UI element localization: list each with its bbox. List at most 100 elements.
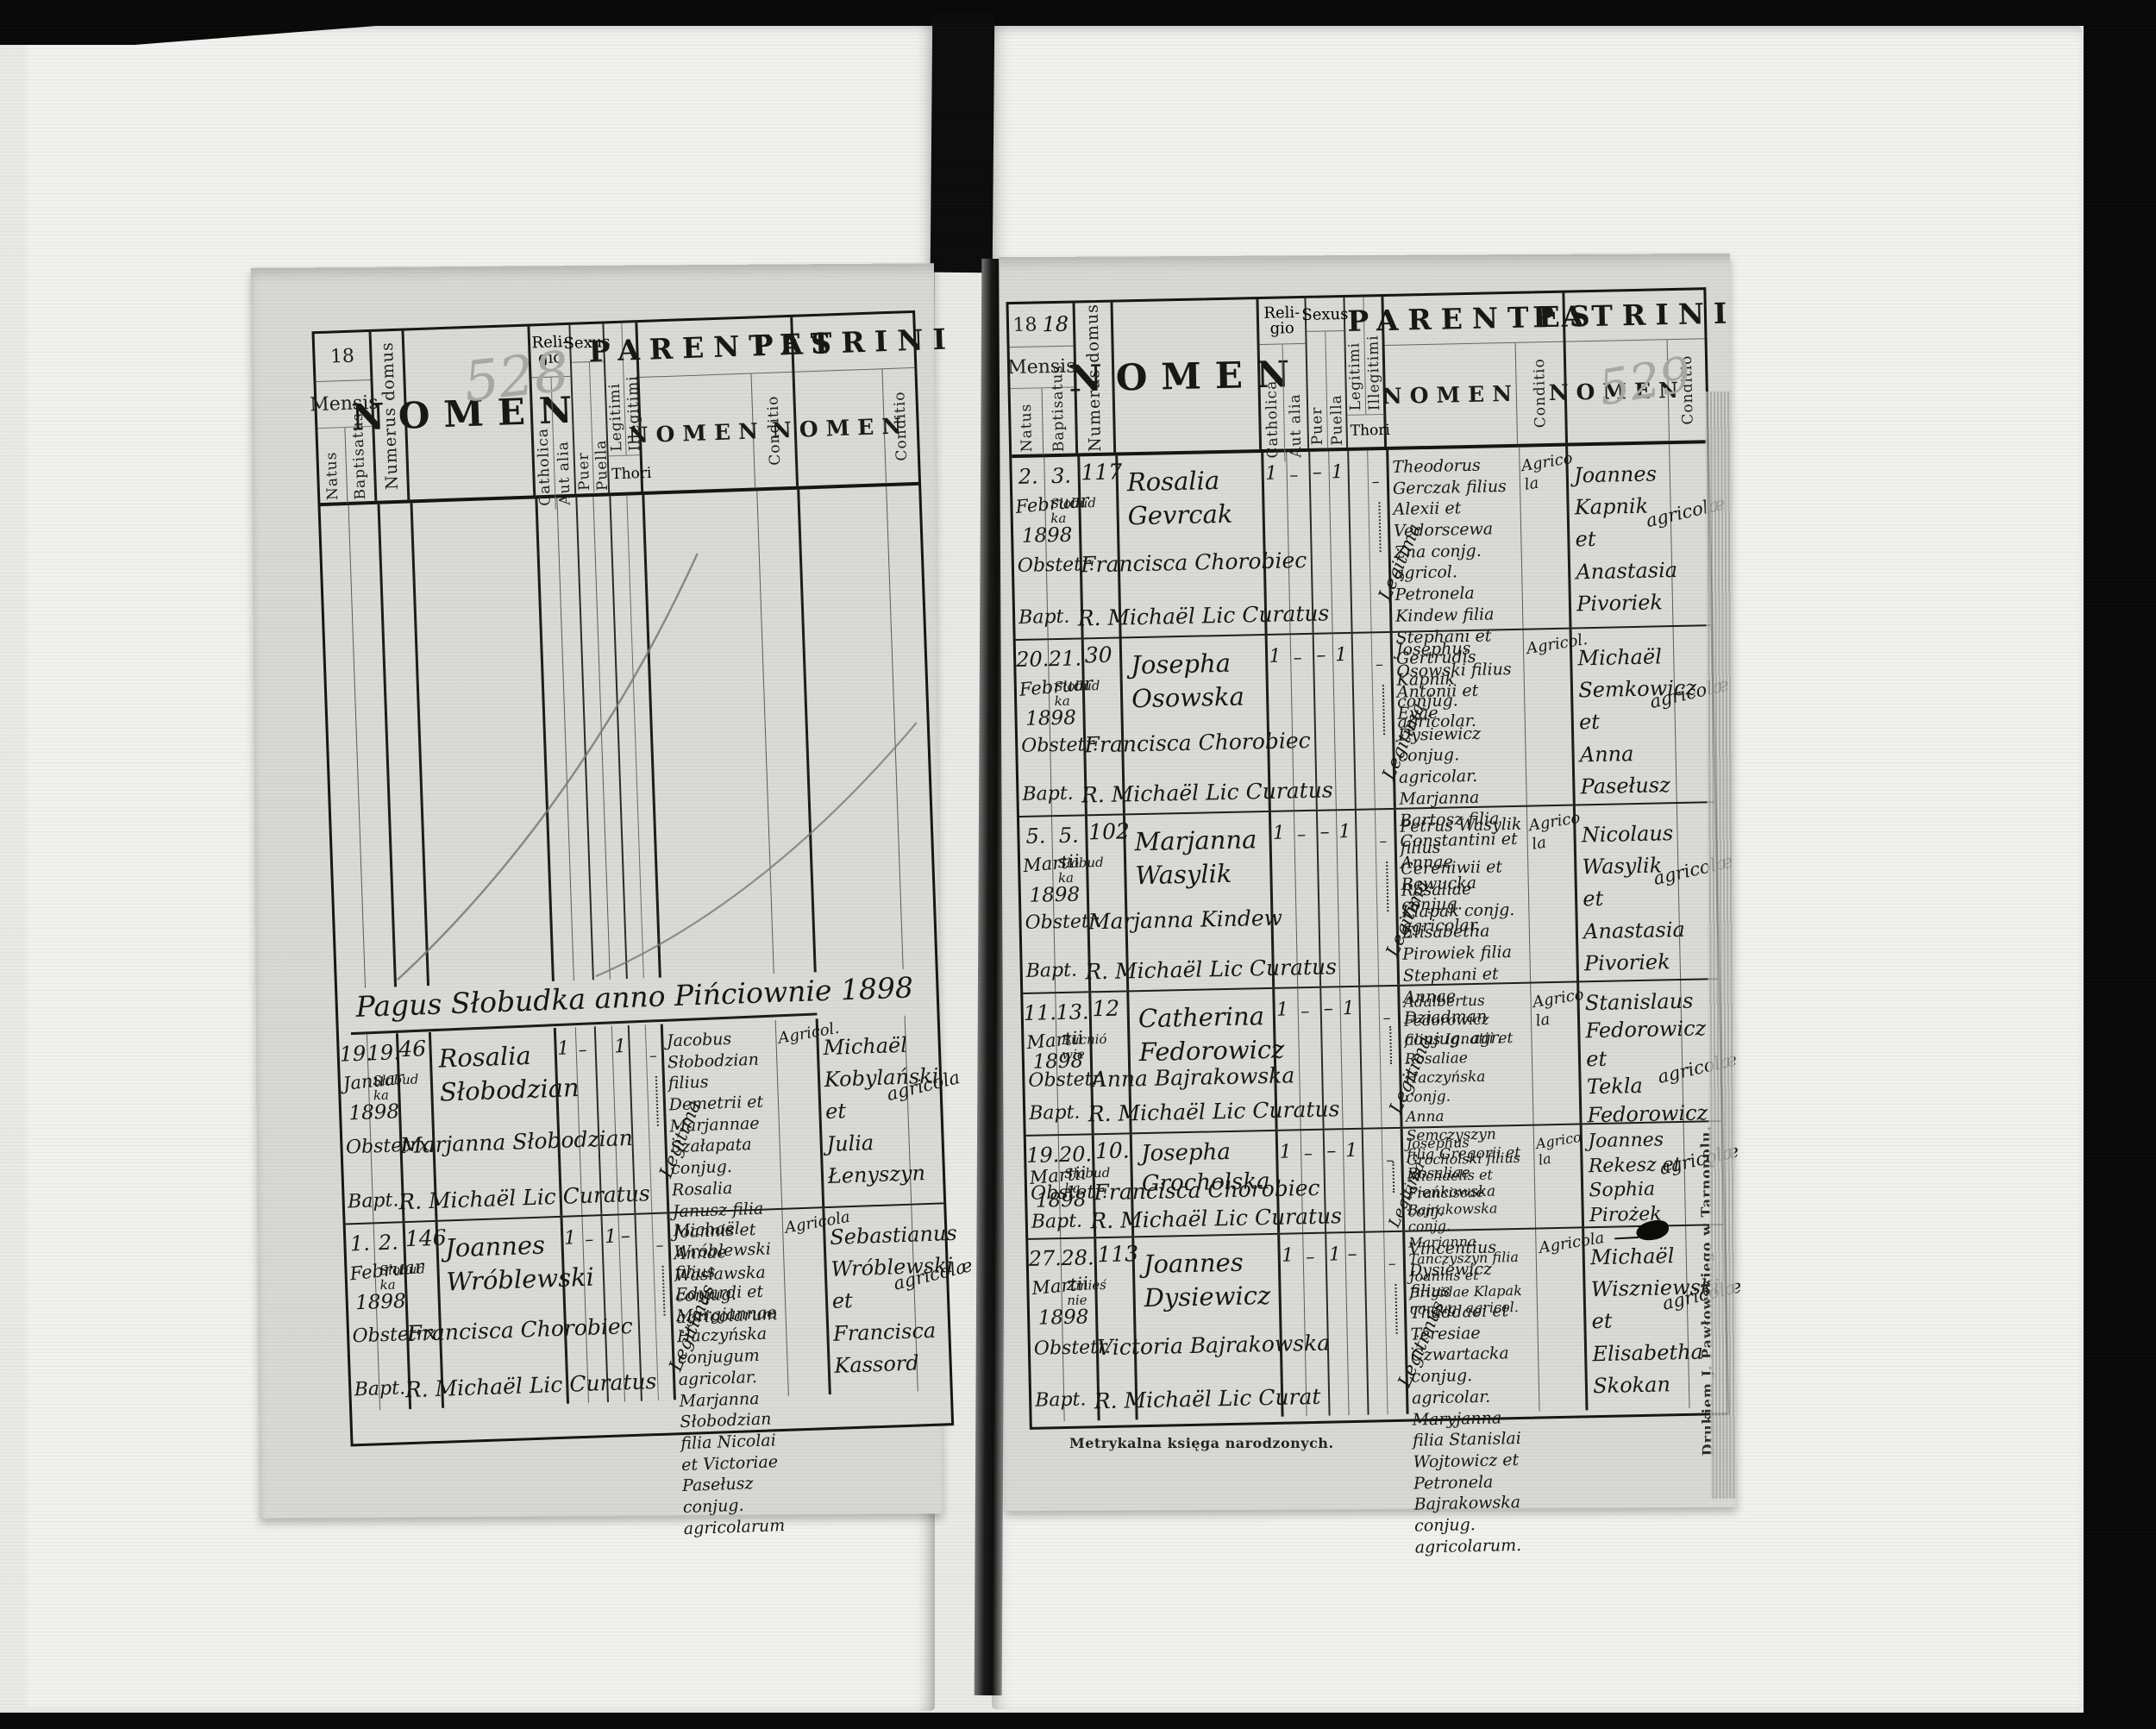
baptisatus-label: Baptisatus	[1049, 364, 1069, 453]
village: Słobud ka	[1057, 854, 1104, 886]
obstetrix-name: Francisca Chorobiec	[406, 1313, 634, 1347]
baptisatus-day: 13.	[1056, 999, 1089, 1025]
mark-catholica: 1	[1281, 1244, 1294, 1267]
baptisatus-day: 28.	[1061, 1245, 1094, 1271]
mark-thori: –	[655, 1236, 664, 1256]
puella-label: Puella	[1327, 393, 1346, 446]
natus-day: 2.	[1018, 464, 1038, 489]
dotted-mark	[1392, 1161, 1395, 1193]
mark-aut-alia: –	[584, 1228, 594, 1250]
mark-thori: –	[1371, 473, 1380, 492]
patrini-label: PATRINI	[751, 322, 956, 363]
baptisatus-day: 5.	[1058, 823, 1079, 849]
patrini-text: Nicolaus Wasylik et Anastasia Pivoriek	[1581, 821, 1686, 976]
thori-label: Thori	[1350, 422, 1391, 441]
mark-catholica: 1	[1264, 462, 1278, 485]
child-name: Marjanna Wasylik	[1134, 824, 1257, 891]
mark-aut-alia: –	[1296, 824, 1307, 845]
parentes-conditio: Agrico la	[1526, 808, 1582, 854]
register-row: 11. 13. Martii 1898 Bucnió wie 12 Cather…	[1023, 978, 1739, 1221]
year: 1898	[1029, 883, 1081, 907]
village: Zmieś nie	[1066, 1277, 1107, 1309]
column-mensis: 18 18 Mensis Natus Baptisatus	[1007, 303, 1078, 457]
patrini-nomen-label: NOMEN	[771, 368, 910, 487]
patrini-text: Michaël Kobylański et Julia Łenyszyn	[823, 1032, 939, 1188]
child-name: Rosalia Słobodzian	[437, 1040, 580, 1107]
register-page-right: 18 18 Mensis Natus Baptisatus Numerus do…	[999, 253, 1744, 1557]
column-sexus: Sexus Puer Puella	[1301, 297, 1349, 449]
parentes-conditio: Agricol.	[777, 1018, 841, 1048]
year-prefix: 18	[1012, 314, 1037, 336]
parentes-text: Vincentius Dysiewicz filius Thaddaei et …	[1408, 1237, 1522, 1557]
obstetrix-name: Francisca Chorobiec	[1080, 548, 1307, 578]
mark-catholica: 1	[1272, 822, 1286, 844]
illegitimi-label: Illegitimi	[1364, 334, 1384, 411]
dotted-mark	[1382, 685, 1386, 736]
mark-catholica: 1	[563, 1227, 577, 1250]
film-edge-bottom	[0, 1713, 2156, 1729]
dotted-mark	[1389, 1026, 1393, 1065]
child-name: Rosalia Gevrcak	[1126, 466, 1233, 531]
parentes-nomen-label: NOMEN	[1382, 342, 1520, 448]
dotted-mark	[1378, 502, 1382, 553]
parentes-nomen-label: NOMEN	[628, 373, 766, 492]
year: 1898	[1037, 1306, 1089, 1330]
register-row: 5. 5. Martii 1898 Słobud ka 102 Marjanna…	[1018, 801, 1735, 1049]
register-table-right: 18 18 Mensis Natus Baptisatus Numerus do…	[1006, 287, 1744, 1557]
mark-catholica: 1	[1275, 999, 1289, 1021]
village: Słobud ka	[379, 1261, 426, 1294]
aut-alia-label: Aut alia	[555, 440, 574, 506]
register-row: 2. 3. Februar 1898 Słobud ka 117 Rosalia…	[1012, 443, 1727, 732]
book-gutter-shadow-top	[930, 13, 995, 273]
mark-thori: –	[1382, 1009, 1391, 1028]
catholica-label: Catholica	[534, 427, 555, 506]
parentes-conditio: Agricola	[783, 1207, 852, 1237]
sexus-label: Sexus	[1301, 304, 1349, 324]
baptizans-name: R. Michaël Lic Curatus	[1077, 600, 1330, 631]
puer-label: Puer	[1308, 406, 1327, 446]
parentes-conditio: Agrico la	[1534, 1128, 1583, 1168]
baptisatus-day: 3.	[1050, 463, 1072, 489]
patrini-label: PATRINI	[1532, 296, 1737, 335]
parentes-conditio: Agricol.	[1525, 630, 1589, 659]
dotted-mark	[1395, 1283, 1398, 1334]
mark-aut-alia: –	[578, 1038, 588, 1061]
puer-label: Puer	[574, 452, 594, 492]
mark-thori: –	[1388, 1254, 1396, 1274]
house-number: 46	[398, 1036, 427, 1062]
mark-puer: 1	[1328, 1244, 1342, 1266]
religio-label-2: gio	[1269, 319, 1294, 338]
dotted-mark	[661, 1265, 666, 1316]
mark-puella: 1	[613, 1036, 627, 1058]
house-number: 117	[1081, 459, 1123, 485]
baptizans-name: R. Michaël Lic Curatus	[1081, 777, 1333, 808]
mark-thori: –	[649, 1046, 658, 1066]
mark-catholica: 1	[1279, 1141, 1292, 1163]
patrini-text: Stanislaus Fedorowicz et Tekla Fedorowic…	[1584, 988, 1708, 1127]
mark-puer: 1	[604, 1225, 617, 1249]
mark-catholica: 1	[1269, 645, 1282, 667]
baptizans-label: Bapt.	[1034, 1388, 1087, 1412]
house-number: 12	[1092, 995, 1120, 1022]
mark-puer: –	[1326, 1140, 1337, 1162]
mark-puella: 1	[1344, 1139, 1358, 1162]
baptizans-label: Bapt.	[1018, 605, 1070, 629]
register-row: 19. 20. Martii 1898 Słobud ka 10. Joseph…	[1025, 1120, 1741, 1318]
pencil-page-number: 528	[460, 340, 573, 416]
dotted-mark	[1386, 861, 1389, 912]
baptizans-name: R. Michaël Lic Curatus	[398, 1181, 651, 1215]
mark-puer: –	[1319, 821, 1330, 843]
year-prefix: 18	[329, 345, 355, 368]
mark-puella: –	[1347, 1243, 1357, 1266]
year: 1898	[348, 1100, 400, 1125]
register-row: 19. 19. Januar 1898 Słobud ka 46 Rosalia…	[338, 1014, 962, 1327]
footer-caption: Metrykalna księga narodzonych.	[1069, 1435, 1334, 1451]
baptizans-name: R. Michaël Lic Curatus	[1084, 954, 1338, 985]
mark-aut-alia: –	[1306, 1245, 1315, 1268]
column-patrini: PATRINI NOMEN Conditio	[751, 312, 956, 487]
obstetrix-name: Marjanna Słobodzian	[399, 1124, 634, 1158]
year: 1898	[354, 1290, 407, 1315]
village: Bucnió wie	[1061, 1031, 1107, 1063]
mark-puella: 1	[1334, 643, 1348, 667]
